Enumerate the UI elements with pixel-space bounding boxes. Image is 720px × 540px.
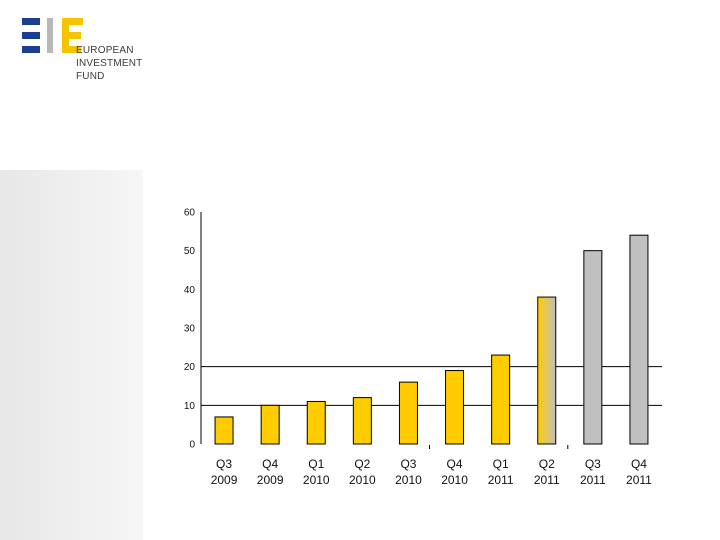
bar-0 (214, 416, 234, 445)
y-tick-label-2: 20 (184, 362, 196, 373)
x-label-year-5: 2010 (441, 473, 468, 487)
y-tick-label-5: 50 (184, 246, 196, 257)
bar-7 (537, 296, 557, 445)
x-label-quarter-4: Q3 (400, 457, 416, 471)
y-tick-label-1: 10 (184, 401, 196, 412)
logo-bar-blue-1 (22, 18, 40, 25)
x-label-year-0: 2009 (211, 473, 238, 487)
x-label-year-1: 2009 (257, 473, 284, 487)
bar-1 (260, 404, 280, 445)
logo-bar-blue-2 (22, 32, 40, 39)
bar-6 (491, 354, 511, 445)
logo-bar-yellow-3 (69, 46, 81, 53)
logo-line-3: FUND (76, 71, 105, 82)
x-label-year-3: 2010 (349, 473, 376, 487)
x-label-quarter-8: Q3 (585, 457, 601, 471)
y-tick-label-3: 30 (184, 324, 196, 335)
bar-5 (445, 370, 465, 445)
y-tick-label-0: 0 (189, 440, 195, 451)
bar-3 (352, 397, 372, 445)
x-label-quarter-6: Q1 (493, 457, 509, 471)
logo-bar-yellow-1 (69, 18, 83, 25)
x-label-quarter-5: Q4 (447, 457, 463, 471)
logo-bar-yellow-2 (69, 32, 81, 39)
x-label-year-7: 2011 (534, 473, 560, 487)
logo-text: EUROPEAN INVESTMENT FUND (76, 44, 142, 83)
x-label-quarter-0: Q3 (216, 457, 232, 471)
side-panel (0, 170, 143, 540)
x-label-year-2: 2010 (303, 473, 330, 487)
y-tick-label-6: 60 (184, 208, 196, 219)
x-label-quarter-1: Q4 (262, 457, 278, 471)
x-label-quarter-7: Q2 (539, 457, 555, 471)
bar-9 (629, 234, 649, 445)
bar-2 (306, 400, 326, 445)
logo-line-2: INVESTMENT (76, 58, 143, 69)
x-label-quarter-2: Q1 (308, 457, 324, 471)
x-label-quarter-3: Q2 (354, 457, 370, 471)
logo-bar-gray (47, 18, 53, 53)
eif-logo (22, 18, 83, 53)
x-label-year-9: 2011 (626, 473, 652, 487)
x-label-year-8: 2011 (580, 473, 606, 487)
x-label-year-4: 2010 (395, 473, 422, 487)
bar-8 (583, 250, 603, 445)
logo-bar-blue-3 (22, 46, 40, 53)
bar-4 (398, 381, 418, 445)
x-label-quarter-9: Q4 (631, 457, 647, 471)
x-label-year-6: 2011 (488, 473, 514, 487)
logo-bar-yellow-stem (62, 18, 69, 53)
y-tick-label-4: 40 (184, 285, 196, 296)
logo-line-1: EUROPEAN (76, 45, 134, 56)
